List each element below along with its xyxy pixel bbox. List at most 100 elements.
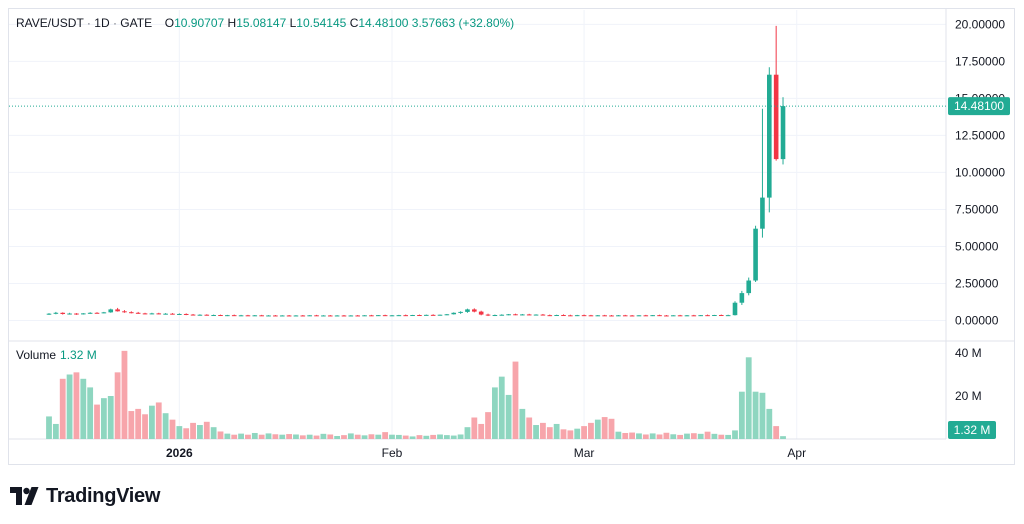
volume-bar	[478, 423, 485, 439]
candle-body	[424, 314, 429, 316]
candle-body	[252, 315, 258, 317]
candle-body	[465, 309, 470, 312]
candle-body	[122, 311, 127, 313]
candle-body	[513, 314, 518, 316]
volume-bar	[430, 434, 437, 439]
candle-body	[629, 315, 635, 317]
last-volume-label: 1.32 M	[954, 423, 991, 437]
volume-bar	[581, 426, 587, 439]
volume-bar	[505, 394, 512, 439]
candle-body	[650, 315, 655, 317]
candle-body	[279, 315, 285, 317]
candle-body	[705, 315, 710, 317]
open-label: O	[164, 16, 175, 30]
volume-bar	[629, 432, 635, 439]
high-value: 15.08147	[236, 16, 287, 30]
candle-body	[74, 313, 79, 315]
time-tick-label: Mar	[574, 446, 595, 460]
volume-bar	[59, 378, 66, 439]
volume-bar	[245, 434, 251, 439]
chart-frame[interactable]	[8, 8, 1015, 465]
volume-bar	[327, 434, 334, 439]
symbol-label[interactable]: RAVE/USDT	[16, 16, 84, 30]
candle-body	[225, 315, 230, 317]
candle-body	[410, 315, 415, 317]
volume-bar	[169, 419, 176, 439]
candle-body	[142, 313, 148, 315]
time-tick-label: Feb	[382, 446, 403, 460]
candle-body	[101, 312, 107, 314]
volume-title: Volume	[16, 348, 57, 362]
volume-bar	[546, 427, 553, 439]
candle-body	[204, 314, 210, 316]
candle-body	[492, 315, 498, 317]
volume-bar	[567, 430, 574, 439]
volume-bar	[601, 417, 608, 439]
volume-bar	[162, 413, 169, 439]
candle-body	[375, 315, 381, 317]
candle-body	[327, 315, 333, 317]
candle-body	[314, 315, 319, 317]
candle-body	[526, 314, 532, 316]
candle-body	[46, 313, 52, 315]
volume-bar	[313, 435, 320, 439]
price-tick-label: 10.00000	[955, 165, 1005, 179]
candle-body	[341, 315, 347, 317]
volume-bar	[354, 434, 361, 439]
high-label: H	[227, 16, 237, 30]
volume-bar	[135, 408, 142, 439]
candle-body	[115, 309, 120, 312]
volume-bar	[46, 416, 52, 439]
chart-canvas[interactable]: 20.0000017.5000015.0000012.5000010.00000…	[0, 0, 1024, 470]
volume-bar	[636, 433, 642, 439]
candle-body	[403, 315, 409, 317]
candle-body	[444, 314, 450, 316]
candle-body	[698, 315, 703, 317]
volume-bar	[732, 430, 738, 439]
open-value: 10.90707	[174, 16, 225, 30]
tradingview-logo[interactable]: TradingView	[10, 484, 160, 508]
candle-body	[53, 312, 59, 314]
volume-bar	[142, 414, 148, 439]
volume-layer	[46, 350, 786, 439]
candle-body	[348, 315, 354, 317]
volume-bar	[210, 427, 217, 439]
interval-label[interactable]: 1D	[94, 16, 110, 30]
volume-bar	[203, 421, 210, 439]
candle-body	[622, 315, 628, 317]
volume-bar	[279, 434, 286, 439]
volume-bar	[94, 404, 100, 439]
candle-body	[163, 313, 168, 315]
candle-body	[691, 315, 697, 317]
volume-bar	[780, 436, 786, 439]
volume-bar	[519, 408, 526, 439]
volume-bar	[149, 405, 155, 439]
volume-bar	[87, 387, 94, 439]
price-tick-label: 20.00000	[955, 17, 1005, 31]
volume-bar	[766, 408, 773, 439]
volume-bar	[80, 378, 87, 439]
candle-body	[643, 315, 649, 317]
volume-bar	[416, 435, 423, 439]
candle-body	[437, 314, 443, 316]
candle-body	[389, 315, 395, 317]
volume-bar	[190, 422, 196, 439]
candle-body	[636, 315, 642, 317]
volume-bar	[663, 432, 670, 439]
volume-legend[interactable]: Volume 1.32 M	[16, 348, 97, 362]
price-tick-label: 5.00000	[955, 239, 999, 253]
volume-bar	[690, 433, 697, 439]
price-tick-label: 17.50000	[955, 54, 1005, 68]
volume-bar	[622, 432, 629, 439]
volume-bar	[773, 426, 780, 439]
close-label: C	[349, 16, 359, 30]
candle-body	[616, 315, 621, 317]
candle-body	[245, 315, 251, 317]
volume-bar	[752, 391, 759, 439]
candle-body	[149, 313, 155, 315]
price-tick-label: 12.50000	[955, 128, 1005, 142]
volume-bar	[594, 419, 601, 439]
volume-tick-label: 40 M	[955, 346, 982, 360]
volume-bar	[540, 422, 546, 439]
low-value: 10.54145	[296, 16, 347, 30]
